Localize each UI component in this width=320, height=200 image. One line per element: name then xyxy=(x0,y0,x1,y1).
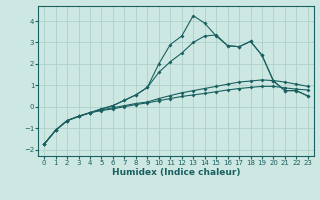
X-axis label: Humidex (Indice chaleur): Humidex (Indice chaleur) xyxy=(112,168,240,177)
